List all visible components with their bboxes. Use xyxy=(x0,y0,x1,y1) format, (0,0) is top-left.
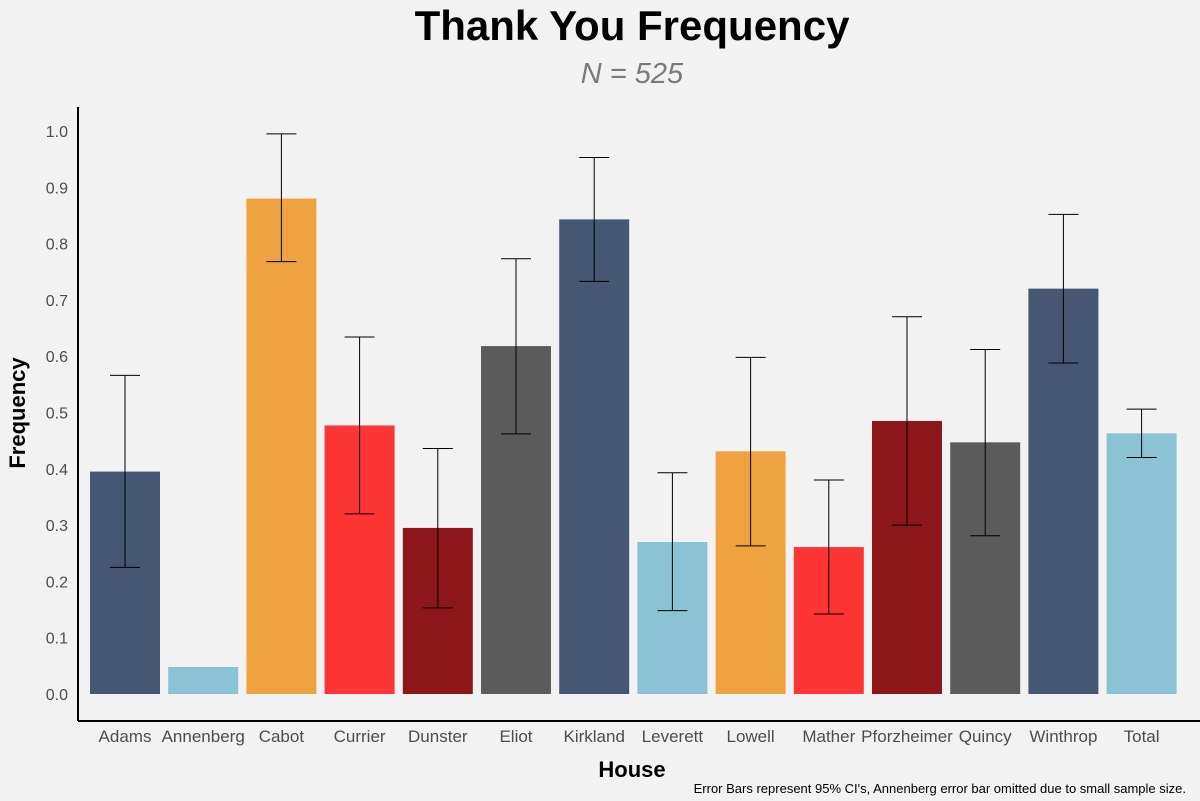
y-tick-label: 0.7 xyxy=(46,293,68,310)
y-tick-label: 0.8 xyxy=(46,237,68,254)
bar-annenberg xyxy=(168,666,239,694)
y-tick-label: 1.0 xyxy=(46,124,68,141)
x-tick-label: Mather xyxy=(802,727,855,746)
y-tick-label: 0.6 xyxy=(46,349,68,366)
x-tick-label: Kirkland xyxy=(563,727,624,746)
y-tick-label: 0.5 xyxy=(46,406,68,423)
x-tick-label: Adams xyxy=(99,727,152,746)
y-tick-label: 0.2 xyxy=(46,574,68,591)
chart-title: Thank You Frequency xyxy=(414,2,850,49)
x-tick-label: Leverett xyxy=(642,727,704,746)
x-tick-label: Eliot xyxy=(499,727,532,746)
chart-subtitle: N = 525 xyxy=(580,58,684,90)
bar-total xyxy=(1106,433,1177,694)
x-tick-label: Annenberg xyxy=(162,727,245,746)
x-tick-label: Total xyxy=(1124,727,1160,746)
x-tick-label: Cabot xyxy=(259,727,305,746)
x-axis-label: House xyxy=(598,757,666,782)
y-tick-label: 0.9 xyxy=(46,180,68,197)
x-tick-label: Quincy xyxy=(959,727,1012,746)
x-tick-label: Currier xyxy=(334,727,386,746)
y-tick-label: 0.0 xyxy=(46,687,68,704)
x-tick-label: Dunster xyxy=(408,727,468,746)
y-tick-label: 0.4 xyxy=(46,462,68,479)
y-tick-label: 0.1 xyxy=(46,631,68,648)
x-tick-label: Lowell xyxy=(726,727,774,746)
y-axis-label: Frequency xyxy=(5,357,30,469)
y-tick-label: 0.3 xyxy=(46,518,68,535)
bar-cabot xyxy=(246,198,317,694)
x-tick-label: Winthrop xyxy=(1029,727,1097,746)
bar-kirkland xyxy=(559,219,630,695)
chart-caption: Error Bars represent 95% CI's, Annenberg… xyxy=(693,781,1186,796)
x-tick-label: Pforzheimer xyxy=(861,727,953,746)
